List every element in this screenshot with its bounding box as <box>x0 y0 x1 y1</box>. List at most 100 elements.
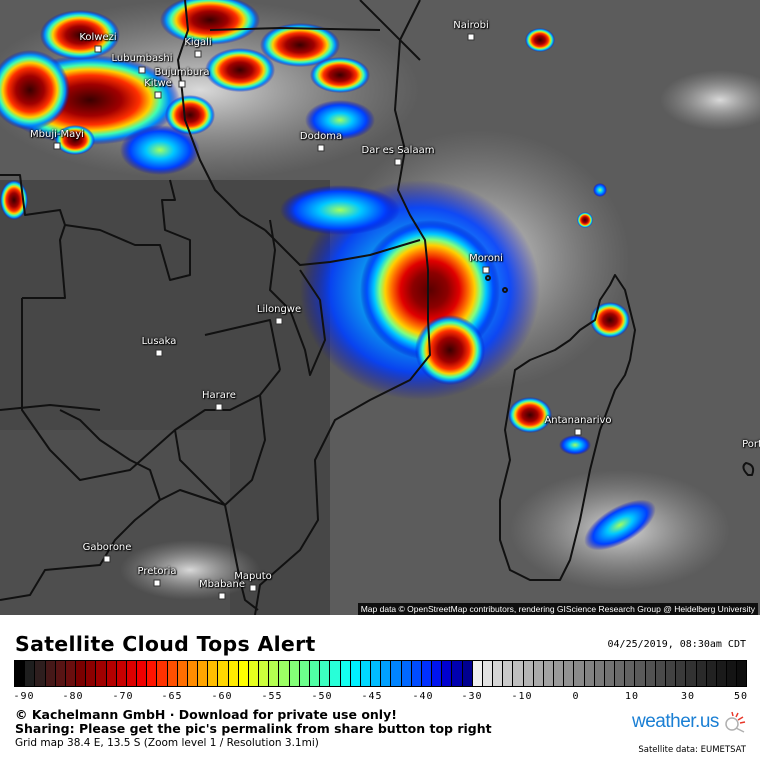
timestamp: 04/25/2019, 08:30am CDT <box>607 639 746 650</box>
city-label: Dar es Salaam <box>361 145 435 156</box>
colorbar-swatch <box>615 661 626 686</box>
colorbar-tick-label: 0 <box>572 691 580 702</box>
city-marker-icon <box>467 33 475 41</box>
city-marker-icon <box>394 158 402 166</box>
city-label: Mbabane <box>198 579 246 590</box>
colorbar-swatch <box>604 661 616 686</box>
city-label: Lusaka <box>141 336 177 347</box>
city-label: Mbuji-Mayi <box>30 129 84 140</box>
city-label: Nairobi <box>453 20 489 31</box>
colorbar-swatch <box>411 661 422 686</box>
colorbar-swatch <box>198 661 209 686</box>
colorbar-swatch <box>655 661 666 686</box>
colorbar-swatch <box>371 661 382 686</box>
colorbar-tick-label: -70 <box>112 691 134 702</box>
colorbar-tick-label: 10 <box>624 691 640 702</box>
city-marker-icon <box>94 45 102 53</box>
colorbar-swatch <box>666 661 677 686</box>
city-marker-icon <box>178 80 186 88</box>
colorbar-swatch <box>391 661 402 686</box>
colorbar-tick-label: -45 <box>361 691 383 702</box>
colorbar-tick-label: -30 <box>461 691 483 702</box>
city-label: Port <box>742 439 760 450</box>
colorbar-tick-label: 50 <box>733 691 749 702</box>
logo-text: weather.us <box>632 711 719 732</box>
weather-us-logo[interactable]: weather.us <box>632 711 748 739</box>
city-marker-icon <box>249 584 257 592</box>
colorbar-swatch <box>686 661 697 686</box>
map-attribution: Map data © OpenStreetMap contributors, r… <box>357 603 758 615</box>
colorbar-swatch <box>65 661 77 686</box>
city-label: Bujumbura <box>154 67 210 78</box>
colorbar-swatch <box>350 661 361 686</box>
city-label: Kitwe <box>144 78 172 89</box>
colorbar-tick-label: -90 <box>13 691 35 702</box>
colorbar-swatch <box>554 661 565 686</box>
city-label: Moroni <box>469 253 503 264</box>
colorbar-swatch <box>340 661 351 686</box>
colorbar-swatch <box>503 661 514 686</box>
colorbar-swatch <box>25 661 36 686</box>
colorbar-swatch <box>564 661 575 686</box>
colorbar-swatch <box>442 661 453 686</box>
city-label: Kolwezi <box>79 32 117 43</box>
city-label: Gaborone <box>82 542 132 553</box>
colorbar-swatch <box>706 661 717 686</box>
colorbar-swatch <box>462 661 473 686</box>
colorbar-tick-label: 30 <box>680 691 696 702</box>
colorbar-tick-label: -60 <box>211 691 233 702</box>
colorbar-swatch <box>259 661 270 686</box>
colorbar-swatch <box>482 661 494 686</box>
colorbar-swatch <box>106 661 117 686</box>
colorbar-swatch <box>157 661 168 686</box>
colorbar-swatch <box>269 661 280 686</box>
colorbar-tick-label: -50 <box>311 691 333 702</box>
city-marker-icon <box>275 317 283 325</box>
colorbar-tick-label: -40 <box>412 691 434 702</box>
colorbar-swatch <box>635 661 646 686</box>
colorbar-swatch <box>76 661 87 686</box>
colorbar-swatch <box>187 661 199 686</box>
city-marker-icon <box>153 579 161 587</box>
colorbar-swatch <box>167 661 178 686</box>
magnifier-sun-icon <box>725 711 746 733</box>
colorbar-swatch <box>330 661 341 686</box>
colorbar-swatch <box>645 661 656 686</box>
colorbar-swatch <box>543 661 555 686</box>
city-marker-icon <box>215 403 223 411</box>
colorbar-tick-label: -55 <box>261 691 283 702</box>
city-marker-icon <box>574 428 582 436</box>
colorbar-swatch <box>360 661 372 686</box>
colorbar-tick-label: -10 <box>511 691 533 702</box>
colorbar-swatch <box>45 661 56 686</box>
colorbar-swatch <box>320 661 331 686</box>
satellite-imagery <box>0 0 760 615</box>
city-marker-icon <box>155 349 163 357</box>
copyright-notice: © Kachelmann GmbH · Download for private… <box>15 707 397 722</box>
colorbar-swatch <box>96 661 107 686</box>
colorbar-swatch <box>381 661 392 686</box>
city-marker-icon <box>218 592 226 600</box>
colorbar-swatch <box>35 661 46 686</box>
colorbar-swatch <box>238 661 249 686</box>
page-title: Satellite Cloud Tops Alert <box>15 632 316 656</box>
colorbar-swatch <box>493 661 504 686</box>
colorbar-swatch <box>289 661 300 686</box>
colorbar-swatch <box>625 661 636 686</box>
colorbar-swatch <box>523 661 534 686</box>
colorbar-swatch <box>218 661 229 686</box>
colorbar-swatch <box>177 661 188 686</box>
city-label: Pretoria <box>137 566 177 577</box>
colorbar-swatch <box>147 661 158 686</box>
colorbar-swatch <box>248 661 260 686</box>
colorbar-swatch <box>299 661 310 686</box>
legend-panel: Satellite Cloud Tops Alert 04/25/2019, 0… <box>0 615 760 760</box>
satellite-map[interactable]: Nairobi Kigali Bujumbura Mbuji-Mayi Dodoma Da… <box>0 0 760 615</box>
city-label: Dodoma <box>299 131 343 142</box>
colorbar-swatch <box>574 661 585 686</box>
colorbar-tick-label: -80 <box>62 691 84 702</box>
city-marker-icon <box>154 91 162 99</box>
city-label: Kigali <box>184 37 212 48</box>
sharing-notice: Sharing: Please get the pic's permalink … <box>15 721 492 736</box>
city-label: Lilongwe <box>256 304 302 315</box>
